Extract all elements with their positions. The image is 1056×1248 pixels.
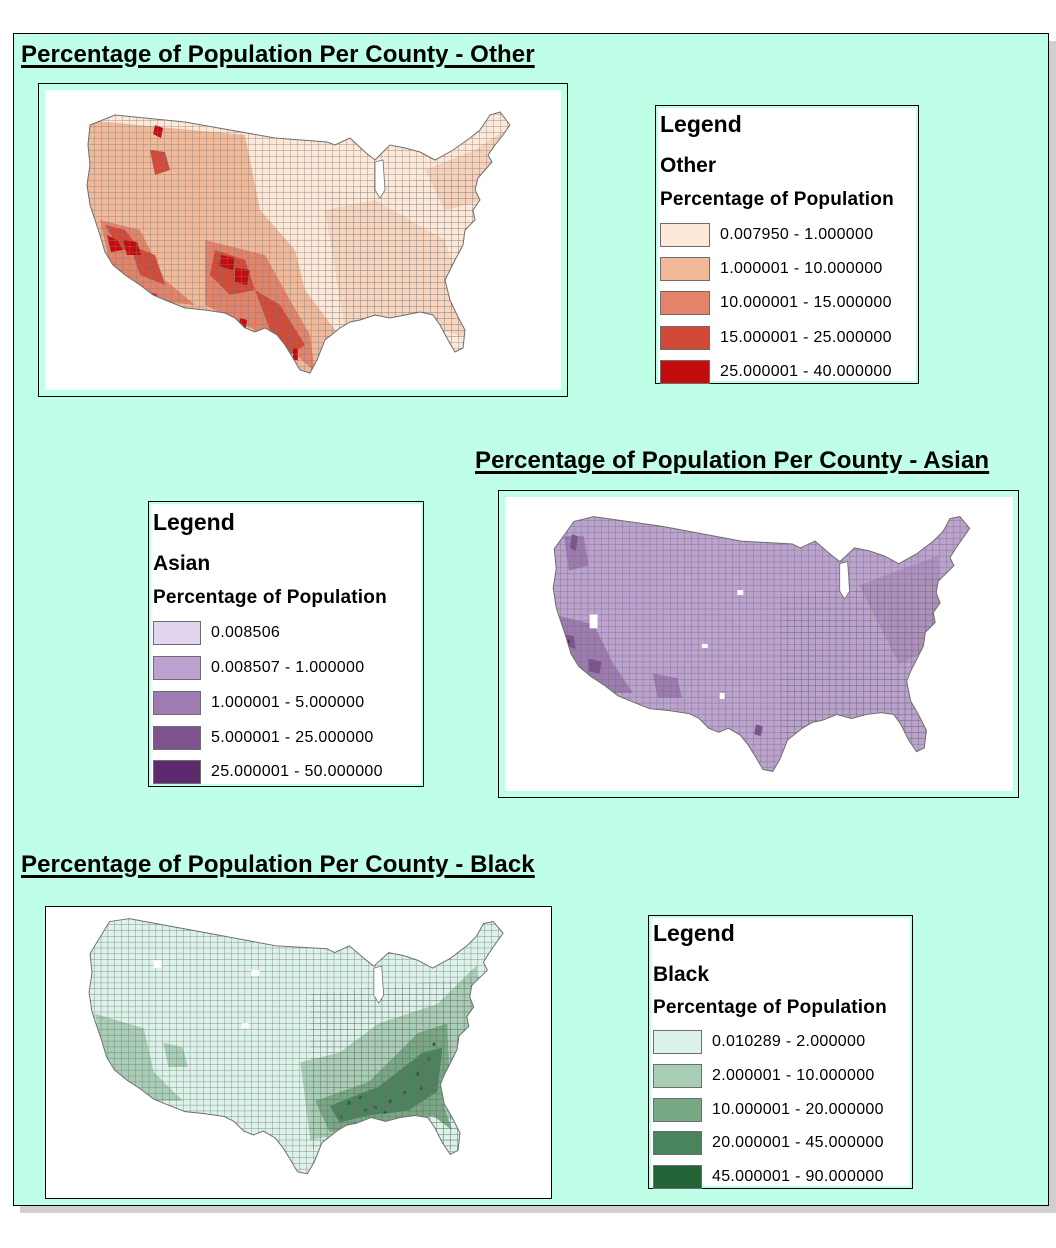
legend-black: Legend Black Percentage of Population 0.… — [648, 915, 913, 1189]
legend-class-label: 0.007950 - 1.000000 — [720, 226, 874, 243]
title-asian: Percentage of Population Per County - As… — [475, 447, 990, 474]
legend-class-row: 5.000001 - 25.000000 — [153, 725, 374, 751]
map-frame-other — [38, 83, 568, 397]
legend-swatch — [153, 656, 201, 680]
legend-swatch — [153, 726, 201, 750]
legend-class-label: 15.000001 - 25.000000 — [720, 329, 892, 346]
legend-asian: Legend Asian Percentage of Population 0.… — [148, 501, 424, 787]
legend-swatch — [660, 223, 710, 247]
legend-class-label: 0.008506 — [211, 624, 281, 641]
legend-swatch — [653, 1165, 702, 1189]
legend-swatch — [660, 291, 710, 315]
legend-class-label: 10.000001 - 20.000000 — [712, 1101, 884, 1118]
legend-class-label: 25.000001 - 40.000000 — [720, 363, 892, 380]
legend-class-label: 1.000001 - 10.000000 — [720, 260, 883, 277]
legend-class-row: 1.000001 - 5.000000 — [153, 690, 364, 716]
legend-heading: Legend — [660, 111, 742, 137]
legend-class-row: 0.008507 - 1.000000 — [153, 655, 364, 681]
legend-class-label: 20.000001 - 45.000000 — [712, 1134, 884, 1151]
legend-class-row: 25.000001 - 40.000000 — [660, 359, 892, 385]
map-frame-black — [45, 906, 552, 1199]
legend-class-row: 10.000001 - 20.000000 — [653, 1097, 884, 1123]
legend-heading: Legend — [153, 509, 235, 535]
legend-swatch — [653, 1131, 702, 1155]
legend-class-label: 10.000001 - 15.000000 — [720, 294, 892, 311]
us-counties-map-black — [88, 918, 504, 1175]
map-asian[interactable] — [505, 497, 1013, 791]
legend-class-label: 0.008507 - 1.000000 — [211, 659, 365, 676]
legend-class-label: 25.000001 - 50.000000 — [211, 763, 383, 780]
legend-swatch — [653, 1064, 702, 1088]
legend-swatch — [660, 257, 710, 281]
legend-class-row: 2.000001 - 10.000000 — [653, 1063, 875, 1089]
legend-swatch — [660, 360, 710, 384]
legend-other: Legend Other Percentage of Population 0.… — [655, 105, 919, 384]
legend-class-row: 20.000001 - 45.000000 — [653, 1130, 884, 1156]
legend-layer-name: Other — [660, 154, 717, 177]
legend-class-row: 1.000001 - 10.000000 — [660, 256, 883, 282]
legend-class-row: 15.000001 - 25.000000 — [660, 325, 892, 351]
legend-class-label: 2.000001 - 10.000000 — [712, 1067, 875, 1084]
legend-heading: Legend — [653, 920, 735, 946]
legend-class-label: 5.000001 - 25.000000 — [211, 729, 374, 746]
legend-field-name: Percentage of Population — [660, 189, 894, 210]
map-frame-asian — [498, 490, 1019, 798]
legend-class-row: 45.000001 - 90.000000 — [653, 1164, 884, 1190]
legend-swatch — [153, 691, 201, 715]
legend-class-row: 25.000001 - 50.000000 — [153, 759, 383, 785]
legend-layer-name: Asian — [153, 552, 211, 575]
title-black: Percentage of Population Per County - Bl… — [21, 851, 535, 878]
legend-field-name: Percentage of Population — [653, 997, 887, 1018]
us-counties-map-other — [86, 111, 511, 374]
map-black[interactable] — [46, 907, 551, 1198]
legend-layer-name: Black — [653, 963, 710, 986]
legend-class-label: 1.000001 - 5.000000 — [211, 694, 365, 711]
legend-class-row: 10.000001 - 15.000000 — [660, 290, 892, 316]
legend-swatch — [653, 1098, 702, 1122]
legend-class-row: 0.007950 - 1.000000 — [660, 222, 873, 248]
map-other[interactable] — [45, 90, 561, 390]
legend-class-label: 0.010289 - 2.000000 — [712, 1033, 866, 1050]
legend-swatch — [653, 1030, 702, 1054]
legend-class-label: 45.000001 - 90.000000 — [712, 1168, 884, 1185]
legend-field-name: Percentage of Population — [153, 587, 387, 608]
legend-swatch — [153, 760, 201, 784]
legend-swatch — [153, 621, 201, 645]
legend-class-row: 0.010289 - 2.000000 — [653, 1029, 865, 1055]
legend-class-row: 0.008506 — [153, 620, 280, 646]
title-other: Percentage of Population Per County - Ot… — [21, 41, 535, 68]
us-counties-map-asian — [552, 516, 971, 772]
legend-swatch — [660, 326, 710, 350]
